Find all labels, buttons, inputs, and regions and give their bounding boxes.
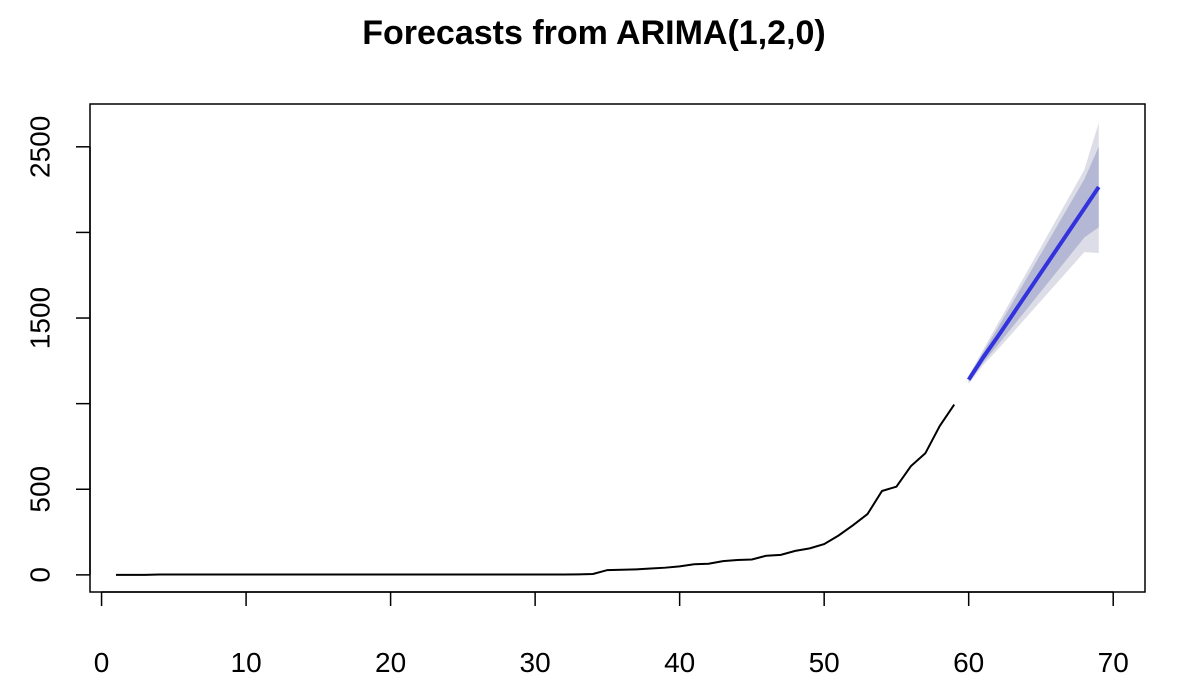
forecast-series-layer	[967, 185, 1101, 381]
forecast-mean-line	[967, 185, 1101, 381]
prediction-interval-80-band	[968, 146, 1099, 383]
prediction-interval-95-band	[968, 122, 1099, 384]
x-tick-label: 30	[520, 647, 551, 678]
x-tick-label: 0	[94, 647, 110, 678]
prediction-interval-95-layer	[968, 122, 1099, 384]
prediction-interval-80-layer	[968, 146, 1099, 383]
chart-title: Forecasts from ARIMA(1,2,0)	[362, 14, 826, 52]
x-tick-label: 50	[809, 647, 840, 678]
y-tick-label: 1500	[24, 287, 55, 349]
y-tick-label: 500	[24, 466, 55, 513]
x-tick-label: 10	[231, 647, 262, 678]
x-tick-label: 70	[1098, 647, 1129, 678]
x-tick-label: 40	[664, 647, 695, 678]
history-series-layer	[116, 403, 956, 576]
x-tick-label: 60	[953, 647, 984, 678]
y-axis: 0 500 1500 2500	[24, 116, 91, 583]
history-line	[116, 403, 956, 576]
x-axis: 0 10 20 30 40 50 60 70	[94, 591, 1129, 678]
y-tick-label: 0	[24, 567, 55, 583]
y-tick-label: 2500	[24, 116, 55, 178]
x-tick-label: 20	[375, 647, 406, 678]
